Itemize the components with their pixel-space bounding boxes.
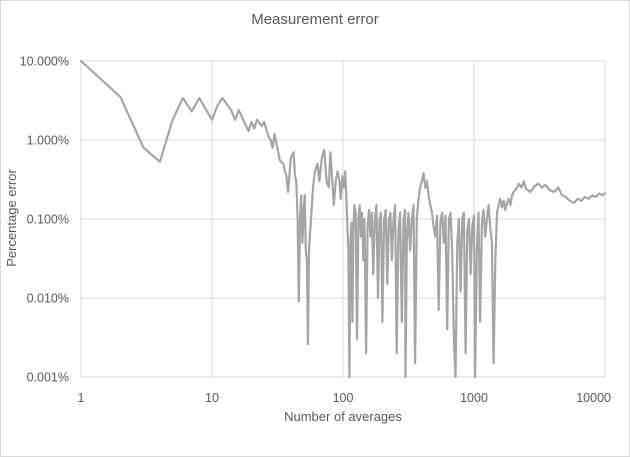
x-tick-label: 10 bbox=[205, 391, 219, 405]
series-group bbox=[79, 59, 607, 379]
x-tick-label: 10000 bbox=[576, 391, 611, 405]
series-line bbox=[79, 59, 607, 379]
x-axis-title: Number of averages bbox=[284, 409, 402, 424]
x-tick-label: 1 bbox=[78, 391, 85, 405]
y-tick-label: 1.000% bbox=[27, 134, 69, 148]
y-tick-label: 10.000% bbox=[20, 55, 69, 69]
gridlines bbox=[80, 60, 606, 378]
x-tick-label: 100 bbox=[333, 391, 354, 405]
chart-title: Measurement error bbox=[251, 11, 379, 28]
x-axis-ticks: 1 10 100 1000 10000 bbox=[78, 391, 612, 405]
y-tick-label: 0.010% bbox=[27, 292, 69, 306]
y-tick-label: 0.001% bbox=[27, 371, 69, 385]
y-axis-title: Percentage error bbox=[4, 169, 19, 267]
x-tick-label: 1000 bbox=[460, 391, 488, 405]
y-tick-label: 0.100% bbox=[27, 213, 69, 227]
y-axis-ticks: 10.000% 1.000% 0.100% 0.010% 0.001% bbox=[20, 55, 69, 385]
